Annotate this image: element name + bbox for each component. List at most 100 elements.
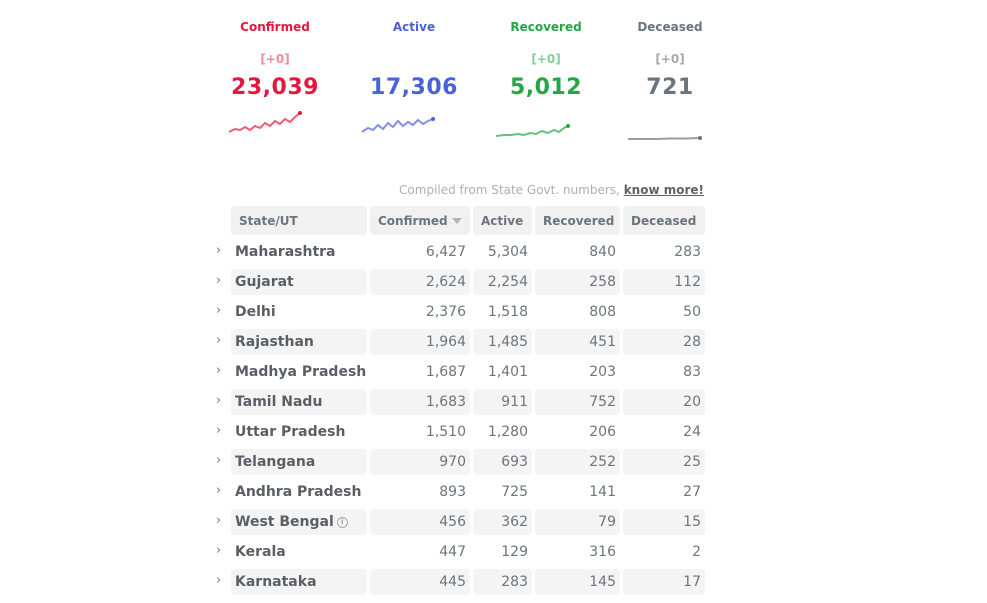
table-row[interactable]: › Kerala 447 129 316 2 <box>210 539 710 565</box>
active-cell: 693 <box>473 449 532 475</box>
state-name: Telangana <box>235 454 316 470</box>
recovered-cell: 316 <box>589 544 616 560</box>
state-name: Madhya Pradesh <box>235 364 367 380</box>
chevron-right-icon[interactable]: › <box>216 573 222 588</box>
deceased-cell: 24 <box>683 424 701 440</box>
confirmed-delta: [+0] <box>260 52 290 66</box>
recovered-sparkline-icon <box>495 124 570 137</box>
active-cell: 1,280 <box>487 424 528 440</box>
confirmed-cell: 456 <box>370 509 470 535</box>
table-row[interactable]: › Delhi 2,376 1,518 808 50 <box>210 299 710 325</box>
table-row[interactable]: › Karnataka 445 283 145 17 <box>210 569 710 595</box>
state-name-cell: Tamil Nadu <box>231 389 367 415</box>
table-row[interactable]: › Rajasthan 1,964 1,485 451 28 <box>210 329 710 355</box>
chevron-right-icon[interactable]: › <box>216 453 222 468</box>
deceased-sparkline-icon <box>628 136 702 140</box>
recovered-label: Recovered <box>510 20 582 34</box>
sort-down-icon <box>452 218 462 224</box>
state-name-cell: Uttar Pradesh <box>231 419 367 445</box>
table-row[interactable]: › West Bengal i 456 362 79 15 <box>210 509 710 535</box>
recovered-cell: 145 <box>535 569 620 595</box>
active-cell: 2,254 <box>473 269 532 295</box>
recovered-cell: 258 <box>535 269 620 295</box>
chevron-right-icon[interactable]: › <box>216 513 222 528</box>
active-cell: 5,304 <box>487 244 528 260</box>
active-sparkline-icon <box>361 117 435 133</box>
chevron-right-icon[interactable]: › <box>216 303 222 318</box>
state-name: Gujarat <box>235 274 294 290</box>
compiled-text: Compiled from State Govt. numbers, <box>399 183 620 197</box>
confirmed-cell: 1,510 <box>425 424 466 440</box>
header-confirmed-label: Confirmed <box>378 214 448 228</box>
recovered-count: 5,012 <box>509 75 583 100</box>
state-name: Maharashtra <box>235 244 336 260</box>
chevron-right-icon[interactable]: › <box>216 243 222 258</box>
deceased-cell: 20 <box>623 389 705 415</box>
table-row[interactable]: › Tamil Nadu 1,683 911 752 20 <box>210 389 710 415</box>
state-name-cell: Telangana <box>231 449 367 475</box>
chevron-right-icon[interactable]: › <box>216 543 222 558</box>
state-name: Uttar Pradesh <box>235 424 346 440</box>
chevron-right-icon[interactable]: › <box>216 333 222 348</box>
deceased-cell: 112 <box>623 269 705 295</box>
confirmed-cell: 970 <box>370 449 470 475</box>
chevron-right-icon[interactable]: › <box>216 483 222 498</box>
state-name-cell: Maharashtra <box>231 239 367 265</box>
table-row[interactable]: › Uttar Pradesh 1,510 1,280 206 24 <box>210 419 710 445</box>
info-icon[interactable]: i <box>336 516 348 528</box>
recovered-cell: 79 <box>535 509 620 535</box>
confirmed-cell: 1,683 <box>370 389 470 415</box>
deceased-delta: [+0] <box>655 52 685 66</box>
table-row[interactable]: › Andhra Pradesh 893 725 141 27 <box>210 479 710 505</box>
chevron-right-icon[interactable]: › <box>216 363 222 378</box>
state-name: Delhi <box>235 304 276 320</box>
state-name-cell: Karnataka <box>231 569 367 595</box>
recovered-cell: 141 <box>589 484 616 500</box>
active-cell: 1,485 <box>473 329 532 355</box>
recovered-cell: 203 <box>589 364 616 380</box>
table-row[interactable]: › Telangana 970 693 252 25 <box>210 449 710 475</box>
table-row[interactable]: › Maharashtra 6,427 5,304 840 283 <box>210 239 710 265</box>
recovered-cell: 451 <box>535 329 620 355</box>
state-name: Rajasthan <box>235 334 314 350</box>
state-name: Tamil Nadu <box>235 394 323 410</box>
know-more-link[interactable]: know more! <box>623 183 704 197</box>
header-active[interactable]: Active <box>473 206 532 235</box>
header-state[interactable]: State/UT <box>231 206 367 235</box>
active-cell: 283 <box>473 569 532 595</box>
state-name: Karnataka <box>235 574 317 590</box>
active-cell: 725 <box>501 484 528 500</box>
deceased-cell: 50 <box>683 304 701 320</box>
deceased-cell: 283 <box>674 244 701 260</box>
chevron-right-icon[interactable]: › <box>216 423 222 438</box>
state-name-cell: Rajasthan <box>231 329 367 355</box>
confirmed-cell: 1,964 <box>370 329 470 355</box>
chevron-right-icon[interactable]: › <box>216 273 222 288</box>
recovered-cell: 206 <box>589 424 616 440</box>
state-name-cell: Gujarat <box>231 269 367 295</box>
state-name-cell: Kerala <box>231 539 367 565</box>
deceased-cell: 2 <box>692 544 701 560</box>
header-confirmed[interactable]: Confirmed <box>370 206 470 235</box>
state-name-cell: Madhya Pradesh <box>231 359 367 385</box>
table-row[interactable]: › Madhya Pradesh 1,687 1,401 203 83 <box>210 359 710 385</box>
deceased-label: Deceased <box>637 20 703 34</box>
active-cell: 911 <box>473 389 532 415</box>
recovered-cell: 840 <box>589 244 616 260</box>
header-deceased[interactable]: Deceased <box>623 206 705 235</box>
deceased-cell: 28 <box>623 329 705 355</box>
header-recovered[interactable]: Recovered <box>535 206 620 235</box>
active-label: Active <box>392 20 436 34</box>
active-cell: 129 <box>501 544 528 560</box>
confirmed-cell: 2,624 <box>370 269 470 295</box>
state-name-cell: Andhra Pradesh <box>231 479 367 505</box>
recovered-delta: [+0] <box>531 52 561 66</box>
state-name-cell: Delhi <box>231 299 367 325</box>
active-count: 17,306 <box>370 75 458 100</box>
deceased-count: 721 <box>646 75 694 100</box>
confirmed-sparkline-icon <box>228 111 302 133</box>
table-row[interactable]: › Gujarat 2,624 2,254 258 112 <box>210 269 710 295</box>
chevron-right-icon[interactable]: › <box>216 393 222 408</box>
summary-level: Confirmed [+0] 23,039 Active 17,306 Reco… <box>205 0 735 160</box>
state-name: Kerala <box>235 544 286 560</box>
